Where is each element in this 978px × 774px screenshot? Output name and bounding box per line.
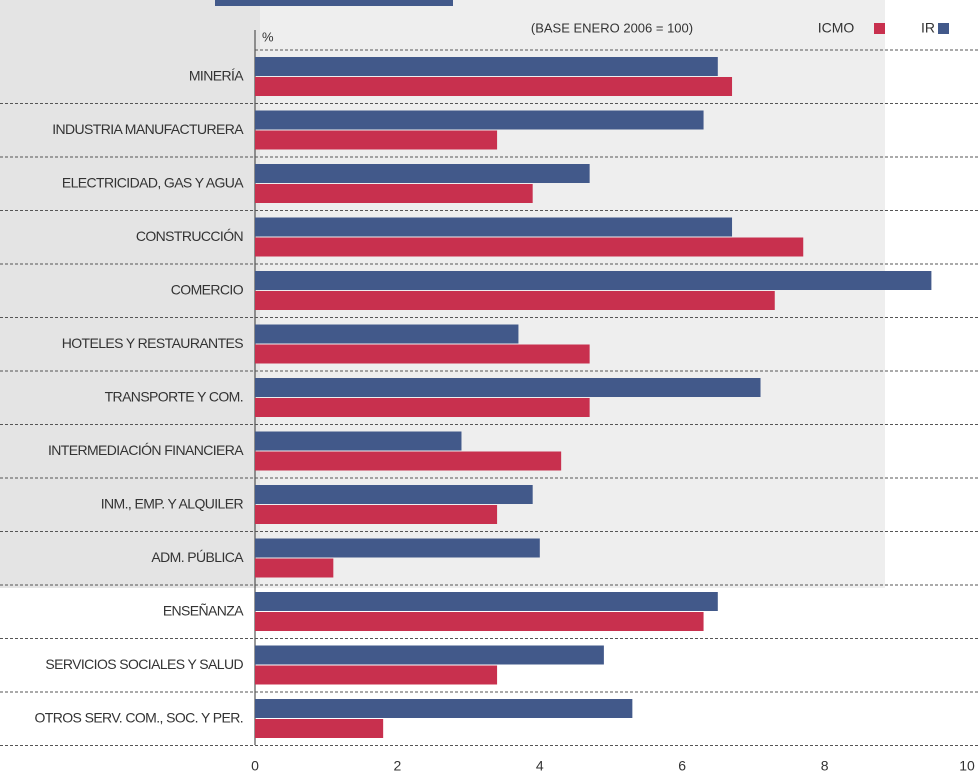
x-tick-label: 6 — [678, 758, 686, 774]
y-tick-label: ENSEÑANZA — [163, 603, 244, 619]
x-tick-label: 2 — [394, 758, 402, 774]
bar — [255, 110, 704, 130]
bar — [255, 538, 540, 558]
y-tick-label: MINERÍA — [189, 68, 244, 84]
y-tick-label: INM., EMP. Y ALQUILER — [101, 496, 244, 512]
bar — [255, 57, 718, 76]
bar — [255, 431, 462, 451]
bar — [255, 485, 533, 504]
x-tick-label: 8 — [821, 758, 829, 774]
y-tick-label: INTERMEDIACIÓN FINANCIERA — [48, 442, 244, 458]
y-tick-label: COMERCIO — [171, 282, 244, 298]
y-tick-label: HOTELES Y RESTAURANTES — [62, 335, 244, 351]
bar — [255, 378, 761, 397]
bar — [255, 699, 633, 718]
y-tick-label: OTROS SERV. COM., SOC. Y PER. — [35, 710, 243, 726]
bar — [255, 645, 604, 665]
header-bar — [215, 0, 453, 6]
bar — [255, 130, 498, 150]
bar — [255, 612, 704, 631]
bar — [255, 217, 733, 237]
bar — [255, 592, 718, 611]
legend-swatch — [938, 23, 949, 34]
legend-label: ICMO — [818, 20, 855, 36]
legend-label: IR — [921, 20, 935, 36]
bar — [255, 398, 590, 417]
x-tick-label: 4 — [536, 758, 544, 774]
bar — [255, 77, 733, 96]
y-tick-label: ADM. PÚBLICA — [151, 549, 244, 565]
bar — [255, 324, 519, 344]
bar — [255, 344, 590, 364]
bar — [255, 505, 498, 524]
bar — [255, 291, 775, 310]
y-tick-label: SERVICIOS SOCIALES Y SALUD — [45, 656, 243, 672]
background-shade — [0, 0, 260, 588]
y-tick-label: INDUSTRIA MANUFACTURERA — [52, 121, 244, 137]
x-tick-label: 0 — [251, 758, 259, 774]
subtitle: (BASE ENERO 2006 = 100) — [531, 20, 693, 35]
bar — [255, 184, 533, 203]
y-tick-label: ELECTRICIDAD, GAS Y AGUA — [62, 175, 244, 191]
y-tick-label: TRANSPORTE Y COM. — [105, 389, 243, 405]
bar — [255, 665, 498, 685]
bar — [255, 237, 804, 257]
bar — [255, 164, 590, 183]
x-tick-label: 10 — [959, 758, 975, 774]
legend-swatch — [874, 23, 885, 34]
bar — [255, 719, 384, 738]
unit-label: % — [262, 29, 274, 44]
y-tick-label: CONSTRUCCIÓN — [136, 228, 243, 244]
bar — [255, 271, 932, 290]
bar — [255, 558, 334, 578]
bar — [255, 451, 562, 471]
